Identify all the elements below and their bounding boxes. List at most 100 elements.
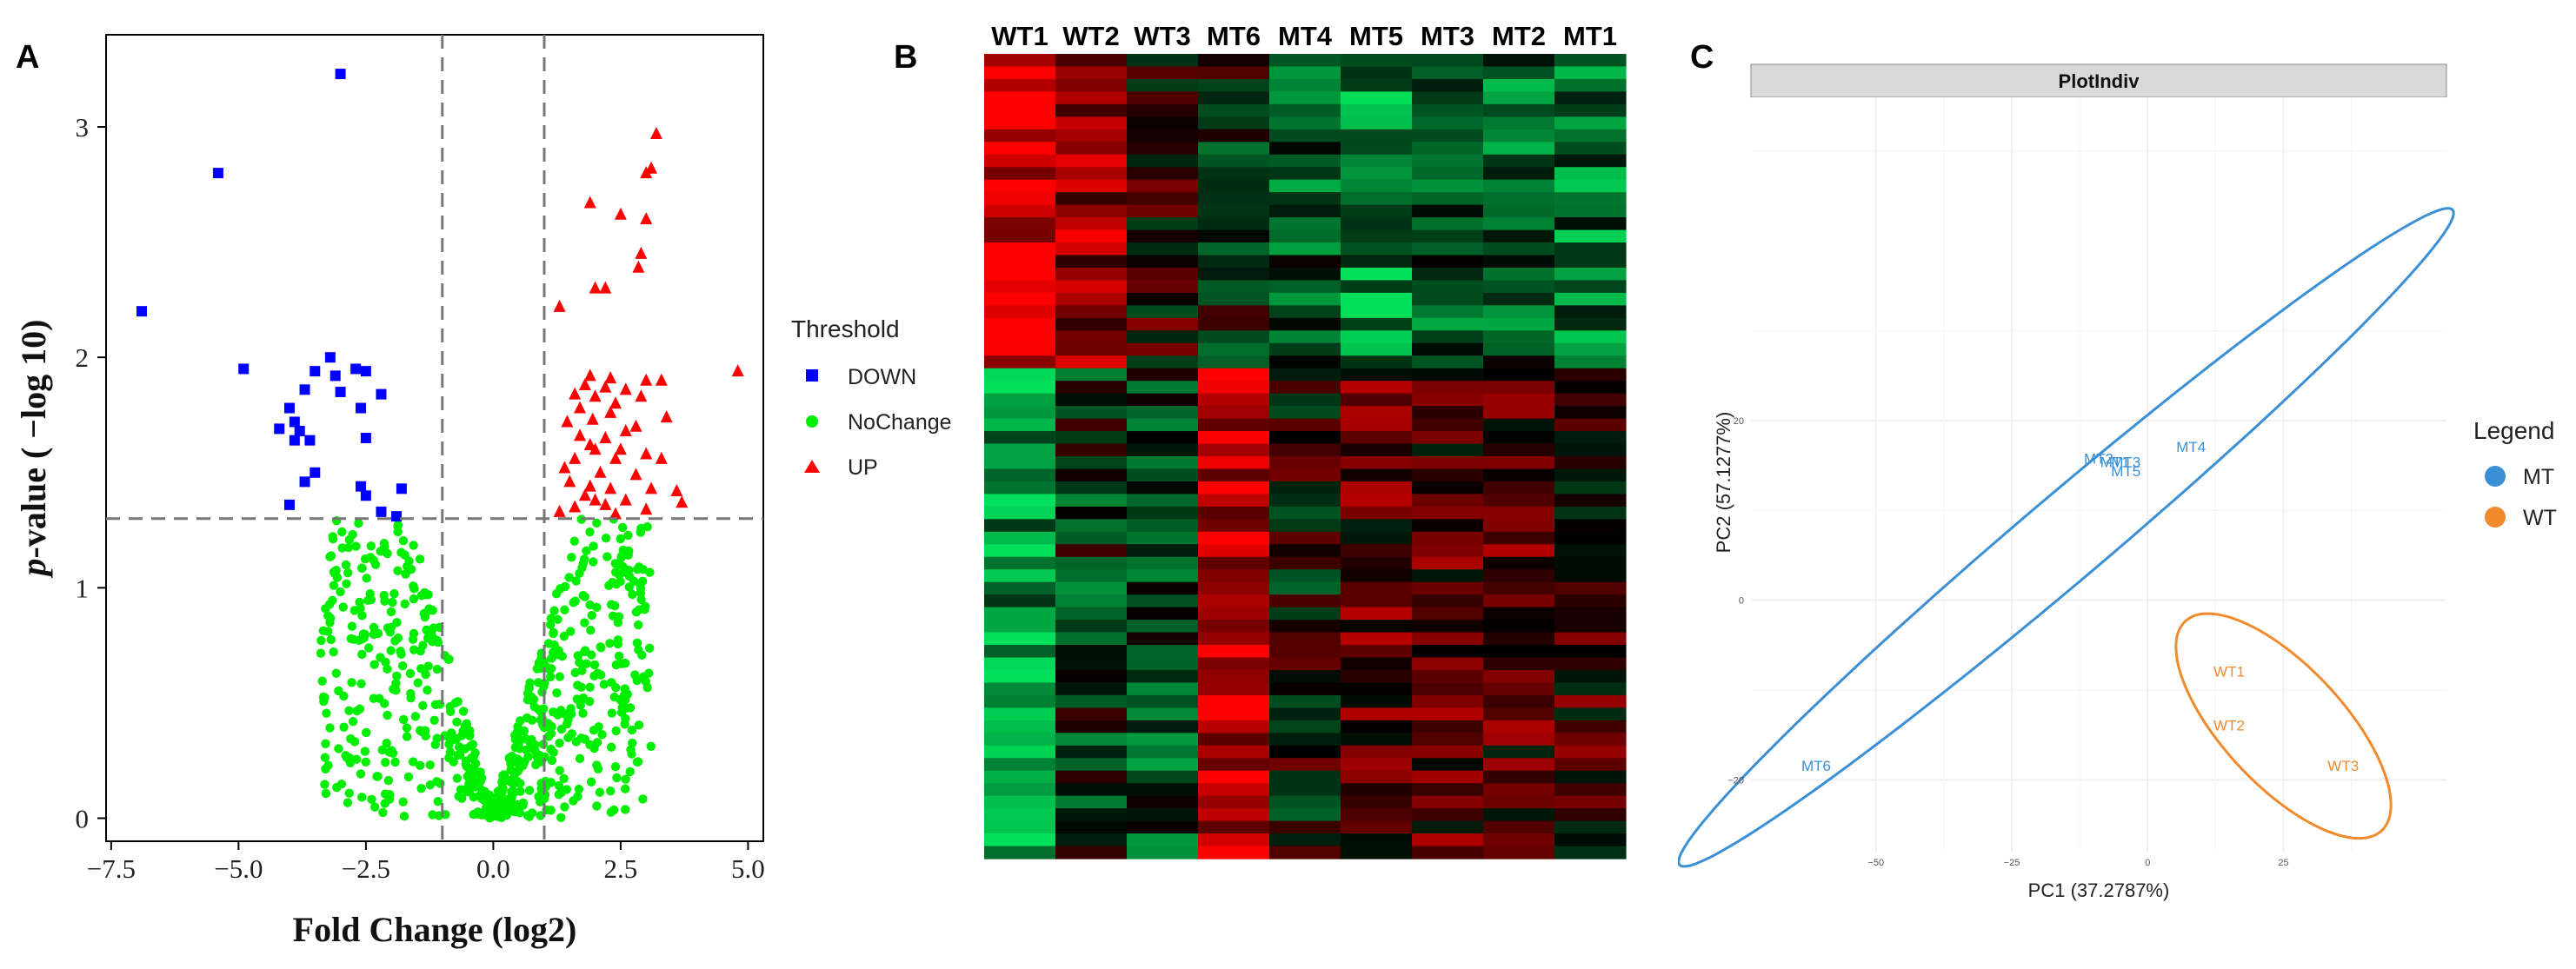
nochange-point (398, 714, 409, 725)
heatmap-cell (1483, 443, 1555, 457)
up-point (569, 500, 582, 513)
heatmap-cell (1127, 116, 1199, 130)
heatmap-cell (1412, 368, 1484, 382)
heatmap-cell (1412, 292, 1484, 306)
heatmap-cell (1412, 431, 1484, 445)
nochange-point (496, 786, 506, 796)
up-point (583, 368, 596, 382)
nochange-point (610, 761, 621, 772)
up-point (640, 166, 653, 179)
heatmap-cell (1055, 607, 1128, 621)
heatmap-cell (1198, 368, 1270, 382)
up-point (563, 475, 576, 488)
heatmap-cell (1198, 581, 1270, 595)
heatmap-cell (1055, 418, 1128, 432)
nochange-point (602, 552, 612, 561)
nochange-point (634, 720, 644, 730)
down-point (310, 366, 321, 377)
heatmap-cell (1055, 154, 1128, 168)
nochange-point (409, 757, 418, 767)
heatmap-cell (984, 330, 1056, 344)
heatmap-cell (1341, 78, 1413, 93)
heatmap-cell (1198, 317, 1270, 331)
nochange-point (589, 660, 600, 670)
up-point (614, 442, 627, 455)
heatmap-cell (1483, 581, 1555, 595)
heatmap-cell (1554, 355, 1627, 369)
nochange-point (547, 755, 557, 766)
heatmap-cell (1269, 506, 1341, 520)
nochange-point (575, 568, 584, 579)
heatmap-cell (1269, 833, 1341, 847)
up-point (609, 451, 622, 464)
heatmap-cell (1055, 342, 1128, 356)
heatmap-cell (984, 506, 1056, 520)
heatmap-cell (984, 733, 1056, 747)
nochange-point (423, 685, 432, 695)
heatmap-cell (1412, 142, 1484, 156)
up-point (553, 299, 566, 312)
nochange-point (365, 589, 375, 599)
heatmap-cell (1412, 204, 1484, 218)
heatmap-cell (1554, 443, 1627, 457)
nochange-point (343, 798, 353, 807)
x-tick-label: −2.5 (342, 853, 390, 884)
heatmap-cell (1554, 569, 1627, 583)
nochange-point (616, 534, 625, 544)
heatmap-cell (1412, 657, 1484, 671)
heatmap-cell (984, 317, 1056, 331)
heatmap-cell (984, 632, 1056, 646)
nochange-point (378, 807, 388, 818)
heatmap-cell (1554, 54, 1627, 68)
heatmap-cell (1198, 267, 1270, 282)
pca-legend-wt-swatch (2485, 507, 2506, 528)
heatmap-cell (1269, 481, 1341, 495)
nochange-point (332, 782, 342, 793)
heatmap-cell (1055, 770, 1128, 784)
heatmap-cell (1055, 632, 1128, 646)
heatmap-cell (1198, 846, 1270, 859)
heatmap-cell (1341, 707, 1413, 721)
heatmap-cell (984, 531, 1056, 545)
heatmap-cell (1198, 833, 1270, 847)
pca-x-tick-label: 0 (2145, 858, 2150, 868)
heatmap-cell (1554, 381, 1627, 395)
nochange-point (637, 576, 648, 587)
heatmap-cell (1412, 694, 1484, 708)
y-tick-label: 0 (76, 803, 90, 833)
heatmap-cell (1554, 645, 1627, 659)
heatmap-cell (1483, 66, 1555, 80)
nochange-point (580, 734, 590, 744)
heatmap-cell (1483, 657, 1555, 671)
heatmap-cell (1127, 103, 1199, 117)
heatmap-cell (984, 620, 1056, 634)
heatmap-cell (1341, 632, 1413, 646)
heatmap-cell (1198, 142, 1270, 156)
nochange-point (320, 693, 329, 702)
heatmap-cell (984, 669, 1056, 684)
heatmap-cell (1269, 116, 1341, 130)
heatmap-cell (1412, 569, 1484, 583)
nochange-point (473, 773, 483, 784)
heatmap-cell (1198, 669, 1270, 684)
heatmap-cell (1055, 720, 1128, 733)
heatmap-cell (1198, 393, 1270, 407)
heatmap-cell (1127, 519, 1199, 533)
heatmap-cell (1269, 443, 1341, 457)
heatmap-cell (1554, 531, 1627, 545)
heatmap-cell (1269, 167, 1341, 181)
nochange-point (376, 547, 385, 556)
heatmap-cell (1055, 682, 1128, 696)
legend-nochange-label: NoChange (848, 410, 952, 435)
heatmap-cell (984, 758, 1056, 772)
heatmap-cell (1198, 54, 1270, 68)
heatmap-cell (1127, 581, 1199, 595)
nochange-point (389, 588, 399, 599)
nochange-point (559, 631, 569, 641)
heatmap-cell (1483, 707, 1555, 721)
heatmap-cell (1341, 217, 1413, 231)
nochange-point (367, 794, 376, 804)
up-point (632, 260, 645, 273)
heatmap-cell (1341, 594, 1413, 608)
nochange-point (605, 639, 615, 648)
